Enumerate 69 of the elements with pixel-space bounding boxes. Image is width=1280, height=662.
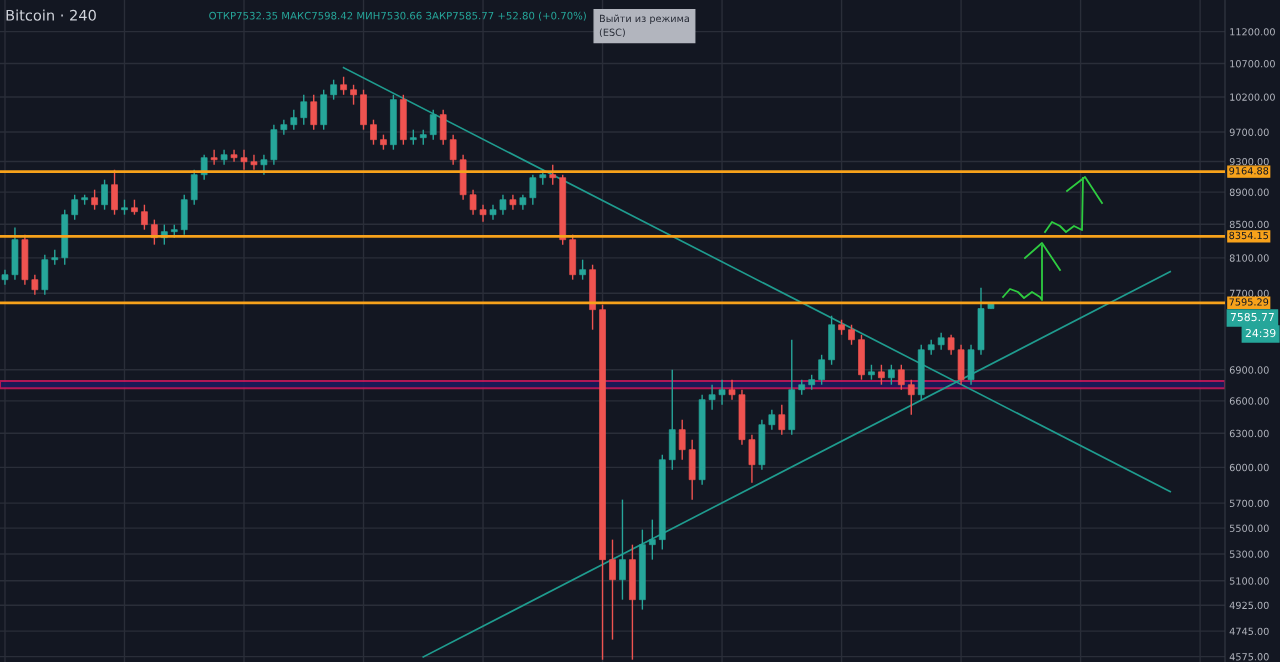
text: ОТКР7532.35 МАКС7598.42 МИН7530.66 ЗАКР7585.77 +52.80 (+0.70%) <box>209 11 586 21</box>
y-tick-label: 4575.00 <box>1229 653 1269 661</box>
candlestick <box>549 164 557 186</box>
candlestick <box>340 76 347 96</box>
candlestick <box>479 204 487 223</box>
y-tick-label: 7700.00 <box>1229 289 1269 298</box>
candlestick <box>818 354 825 386</box>
candlestick <box>330 79 337 101</box>
y-tick-label: 8100.00 <box>1229 254 1269 262</box>
candlestick <box>469 189 477 216</box>
y-tick-label: 6300.00 <box>1229 429 1269 438</box>
candlestick <box>619 498 626 601</box>
candlestick <box>350 84 357 106</box>
y-tick-label: 5100.00 <box>1229 577 1269 585</box>
candlestick <box>579 258 586 281</box>
candlestick <box>897 364 905 391</box>
candlestick <box>250 154 258 171</box>
candlestick <box>778 403 786 436</box>
candlestick <box>91 189 98 211</box>
y-tick-label: 5300.00 <box>1229 550 1269 558</box>
candlestick <box>649 518 656 561</box>
annotation: Выйти из режима (ESC) <box>599 14 689 38</box>
candlestick <box>210 148 218 166</box>
candlestick <box>290 108 298 131</box>
candlestick <box>947 334 955 356</box>
candlestick <box>429 108 437 141</box>
candlestick <box>708 384 716 411</box>
candlestick <box>260 154 268 176</box>
y-tick-label: 8900.00 <box>1229 188 1269 196</box>
candlestick <box>71 194 79 221</box>
candlestick <box>240 148 248 171</box>
candlestick <box>370 119 377 146</box>
candlestick <box>718 378 726 406</box>
candlestick <box>141 204 148 231</box>
ref-line-label: 9164.88 <box>1229 167 1269 175</box>
y-tick-label: 5500.00 <box>1229 524 1269 532</box>
y-tick-label: 5700.00 <box>1229 499 1269 507</box>
candlestick <box>31 274 39 296</box>
candlestick <box>230 148 238 163</box>
candlestick <box>300 94 308 126</box>
y-tick-label: 6600.00 <box>1229 397 1269 405</box>
candlestick <box>529 174 537 206</box>
candlestick <box>609 538 616 641</box>
ref-line-label: 7595.29 <box>1229 298 1269 306</box>
candlestick <box>310 94 318 131</box>
candlestick <box>878 364 885 386</box>
y-tick-label: 6000.00 <box>1229 463 1269 472</box>
candlestick <box>888 364 895 386</box>
candlestick <box>101 178 108 211</box>
y-tick-label: 8500.00 <box>1229 220 1269 229</box>
ref-line-label: 8354.15 <box>1229 231 1269 240</box>
y-tick-label: 9700.00 <box>1229 128 1269 136</box>
y-tick-label: 10200.00 <box>1230 93 1275 101</box>
candlestick <box>449 133 457 166</box>
candlestick <box>728 378 736 401</box>
candlestick <box>768 408 776 431</box>
text: 24:39 <box>1245 328 1276 338</box>
y-tick-label: 11200.00 <box>1230 28 1275 36</box>
candlestick <box>678 419 686 461</box>
y-tick-label: 9300.00 <box>1229 157 1269 166</box>
candlestick <box>907 378 915 416</box>
text: 7585.77 <box>1230 312 1274 322</box>
candlestick <box>499 194 507 216</box>
y-tick-label: 6900.00 <box>1229 366 1269 374</box>
y-tick-label: 4925.00 <box>1229 601 1269 610</box>
y-tick-label: 10700.00 <box>1230 60 1275 68</box>
y-tick-label: 4745.00 <box>1229 627 1269 635</box>
candlestick <box>848 324 855 346</box>
text: Bitcoin · 240 <box>6 9 96 21</box>
